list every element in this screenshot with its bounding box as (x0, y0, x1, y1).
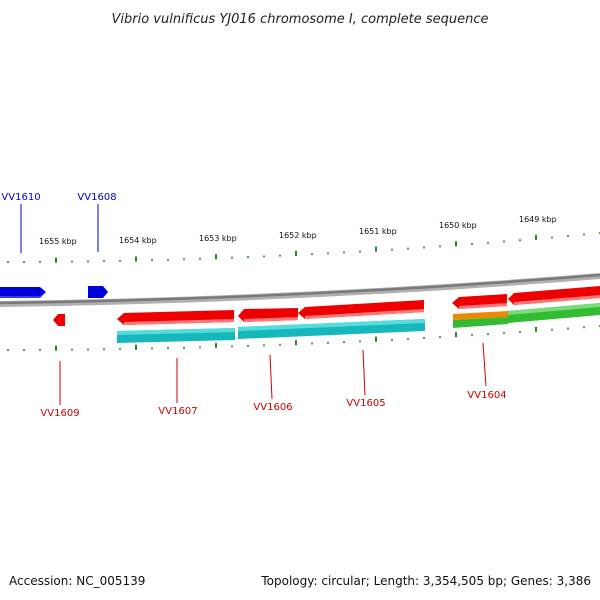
gene-arrow-highlight (459, 303, 507, 309)
gene-arrow-highlight (305, 309, 424, 319)
gene-arrow-highlight (244, 317, 298, 322)
gene-label-vv1604[interactable]: VV1604 (467, 390, 506, 401)
cds-bar-highlight (238, 319, 425, 331)
kbp-label: 1649 kbp (519, 215, 557, 224)
cds-bar-vv1604[interactable] (453, 317, 508, 328)
kbp-tick-track-top (7, 232, 600, 263)
kbp-labels: 1655 kbp 1654 kbp 1653 kbp 1652 kbp 1651… (39, 215, 557, 246)
gene-arrow-vv1608[interactable] (88, 286, 108, 298)
gene-leader-line (269, 354, 273, 400)
chromosome-backbone (0, 273, 600, 307)
gene-label-vv1609[interactable]: VV1609 (40, 408, 79, 419)
kbp-label: 1652 kbp (279, 231, 317, 240)
gene-label-vv1610[interactable]: VV1610 (1, 192, 40, 203)
kbp-tick-track-bottom (7, 325, 600, 351)
gene-arrow-highlight (514, 295, 600, 305)
gene-arrow-partial[interactable] (508, 286, 600, 305)
gene-arrow-vv1609[interactable] (53, 314, 65, 326)
reverse-gene-labels: VV1609 VV1607 VV1606 VV1605 VV1604 (40, 342, 507, 419)
gene-leader-line (482, 342, 487, 387)
gene-arrow-vv1605[interactable] (298, 300, 424, 319)
map-title: Vibrio vulnificus YJ016 chromosome I, co… (111, 12, 488, 27)
kbp-label: 1654 kbp (119, 236, 157, 245)
reverse-strand-genes (53, 286, 600, 326)
gene-leader-line (362, 349, 366, 396)
cds-bar-highlight (117, 328, 235, 335)
kbp-label: 1653 kbp (199, 234, 237, 243)
gene-label-vv1607[interactable]: VV1607 (158, 406, 197, 417)
kbp-label: 1651 kbp (359, 227, 397, 236)
accession-label: Accession: NC_005139 (9, 574, 145, 588)
kbp-label: 1655 kbp (39, 237, 77, 246)
cds-bar-highlight (508, 303, 600, 315)
gene-label-vv1605[interactable]: VV1605 (346, 398, 385, 409)
cds-features (117, 303, 600, 343)
gene-arrow-vv1610[interactable] (0, 287, 46, 298)
forward-strand-genes: VV1610 VV1608 (0, 192, 117, 298)
kbp-label: 1650 kbp (439, 221, 477, 230)
gene-label-vv1606[interactable]: VV1606 (253, 402, 292, 413)
genome-summary: Topology: circular; Length: 3,354,505 bp… (260, 574, 591, 588)
gene-arrow-shadow (0, 292, 46, 298)
gene-label-vv1608[interactable]: VV1608 (77, 192, 116, 203)
gene-arrow-highlight (124, 319, 234, 325)
